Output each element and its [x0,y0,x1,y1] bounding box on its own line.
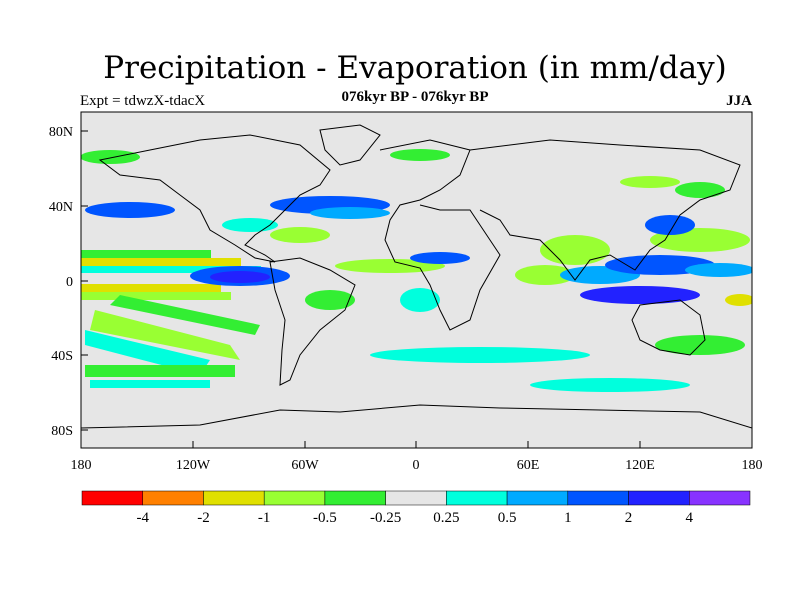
colorbar-label: 0.5 [498,510,517,526]
colorbar-label: 0.25 [433,510,459,526]
colorbar-label: -4 [136,510,149,526]
colorbar-swatch [324,490,386,506]
colorbar-swatch [81,490,143,506]
map-subtitle: 076kyr BP - 076kyr BP [341,89,489,105]
y-tick-label: 80S [51,424,73,439]
coastlines [81,124,752,429]
colorbar-swatch [446,490,508,506]
colorbar-swatch [689,490,751,506]
map-title: Precipitation - Evaporation (in mm/day) [103,50,727,86]
colorbar: -4 -2 -1 -0.5 -0.25 0.25 0.5 1 2 4 [81,490,751,526]
season-label: JJA [726,93,752,109]
axis-ticks [80,130,753,448]
y-tick-label: 40S [51,349,73,364]
tropical-pacific-band-green [81,250,211,258]
central-pacific-blue [685,263,752,277]
north-atlantic-lightblue [310,207,390,219]
tropical-pacific-band-cyan [81,266,261,273]
africa-blue [410,252,470,264]
bering-green [81,150,140,164]
east-pacific-deep [210,271,270,283]
tropical-pacific-band [81,258,241,266]
x-tick-label: 180 [742,458,763,473]
arabian-sea-green [515,265,575,285]
precip-evap-field [81,149,752,392]
south-atlantic-patch [400,288,440,312]
y-tick-label: 0 [66,275,73,290]
colorbar-swatch [567,490,629,506]
colorbar-swatch [203,490,265,506]
south-pacific-diagonal-cyan [85,330,210,375]
arctic-green [390,149,450,161]
y-tick-label: 40N [49,200,73,215]
south-america-green [305,290,355,310]
south-atlantic-cyan [370,347,590,363]
north-pacific-blue [85,202,175,218]
x-tick-label: 60E [517,458,540,473]
colorbar-label: -0.5 [313,510,337,526]
colorbar-swatch [506,490,569,506]
colorbar-swatch [263,490,326,506]
colorbar-label: 1 [564,510,572,526]
atlantic-itcz-green [335,259,445,273]
south-indian-cyan [530,378,690,392]
x-tick-label: 0 [413,458,420,473]
colorbar-swatch [385,490,447,506]
colorbar-label: -1 [258,510,271,526]
gulf-green [270,227,330,243]
south-pacific-band [81,284,221,292]
experiment-label: Expt = tdwzX-tdacX [80,93,206,109]
east-china-blue [645,215,695,235]
colorbar-swatch [142,490,204,506]
x-tick-label: 120W [176,458,211,473]
maritime-continent-blue [580,286,700,304]
southern-ocean-green [85,365,235,377]
x-tick-label: 180 [71,458,92,473]
central-pacific-yellow [725,294,752,306]
y-tick-label: 80N [49,125,73,140]
colorbar-label: 4 [686,510,694,526]
x-tick-label: 120E [625,458,655,473]
map-background [81,112,752,448]
south-pacific-diagonal-2 [110,295,260,335]
south-pacific-band-green [81,292,231,300]
southern-ocean-cyan [90,380,210,388]
colorbar-label: -0.25 [370,510,401,526]
x-tick-label: 60W [291,458,319,473]
colorbar-label: -2 [197,510,210,526]
japan-green [675,182,725,198]
colorbar-label: 2 [625,510,633,526]
south-pacific-diagonal [90,310,240,360]
colorbar-swatch [628,490,690,506]
siberia-green [620,176,680,188]
